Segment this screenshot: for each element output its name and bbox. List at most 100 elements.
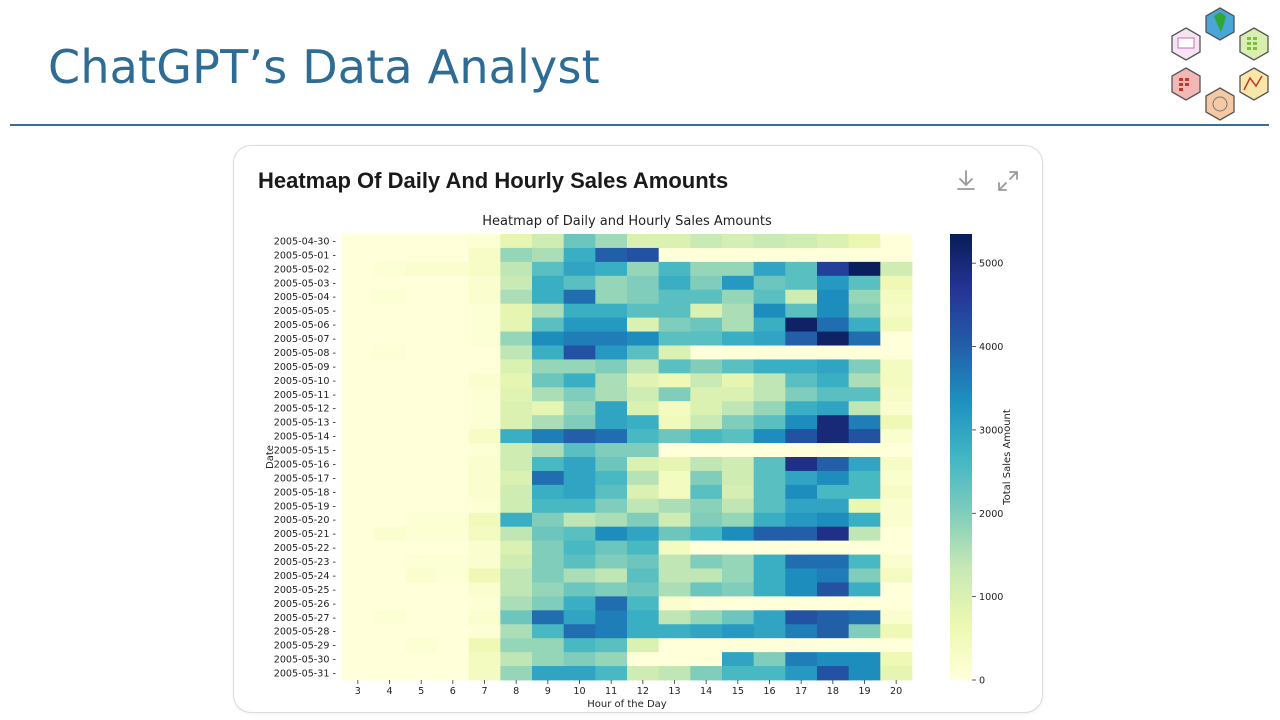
heatmap-cell bbox=[405, 582, 438, 597]
heatmap-cell bbox=[595, 345, 628, 360]
heatmap-cell bbox=[753, 638, 786, 653]
heatmap-cell bbox=[468, 512, 501, 528]
y-tick-label: 2005-05-18 - bbox=[274, 487, 336, 498]
heatmap-cell bbox=[848, 331, 881, 346]
heatmap-cell bbox=[690, 234, 723, 249]
heatmap-cell bbox=[722, 289, 755, 305]
heatmap-cell bbox=[563, 345, 596, 360]
heatmap-cell bbox=[437, 457, 470, 472]
heatmap-cell bbox=[563, 261, 596, 277]
heatmap-cell bbox=[468, 498, 501, 514]
heatmap-cell bbox=[342, 373, 375, 388]
heatmap-cell bbox=[595, 359, 628, 374]
heatmap-cell bbox=[690, 289, 723, 305]
heatmap-cell bbox=[373, 540, 406, 555]
heatmap-cell bbox=[817, 317, 850, 332]
heatmap-cell bbox=[342, 652, 375, 667]
heatmap-cell bbox=[627, 568, 660, 583]
chart-title: Heatmap of Daily and Hourly Sales Amount… bbox=[482, 214, 772, 229]
heatmap-cell bbox=[880, 512, 913, 528]
heatmap-cell bbox=[627, 345, 660, 360]
y-tick-label: 2005-05-27 - bbox=[274, 613, 336, 624]
heatmap-cell bbox=[373, 624, 406, 639]
heatmap-cell bbox=[437, 429, 470, 444]
heatmap-cell bbox=[563, 457, 596, 472]
heatmap-cell bbox=[405, 345, 438, 360]
heatmap-cell bbox=[563, 624, 596, 639]
x-tick-label: 12 bbox=[637, 686, 649, 697]
heatmap-cell bbox=[468, 457, 501, 472]
heatmap-cell bbox=[848, 596, 881, 611]
x-tick-label: 8 bbox=[513, 686, 519, 697]
x-tick-label: 3 bbox=[355, 686, 361, 697]
heatmap-cell bbox=[437, 303, 470, 319]
heatmap-cell bbox=[722, 610, 755, 625]
heatmap-cell bbox=[627, 387, 660, 402]
heatmap-cell bbox=[373, 443, 406, 458]
x-tick-label: 16 bbox=[763, 686, 775, 697]
heatmap-cell bbox=[405, 457, 438, 472]
heatmap-cell bbox=[373, 457, 406, 472]
heatmap-cell bbox=[753, 498, 786, 514]
heatmap-cell bbox=[848, 638, 881, 653]
heatmap-cell bbox=[405, 652, 438, 667]
heatmap-cell bbox=[563, 234, 596, 249]
heatmap-cell bbox=[848, 457, 881, 472]
download-icon[interactable] bbox=[953, 168, 979, 194]
heatmap-cell bbox=[817, 247, 850, 263]
heatmap-cell bbox=[690, 331, 723, 346]
heatmap-cell bbox=[753, 275, 786, 291]
heatmap-cell bbox=[532, 624, 565, 639]
heatmap-cell bbox=[595, 415, 628, 430]
heatmap-cell bbox=[880, 317, 913, 332]
heatmap-cell bbox=[405, 624, 438, 639]
heatmap-cell bbox=[405, 331, 438, 346]
heatmap-cell bbox=[880, 247, 913, 263]
heatmap-cell bbox=[848, 443, 881, 458]
heatmap-cell bbox=[785, 387, 818, 402]
heatmap-cell bbox=[880, 234, 913, 249]
heatmap-cell bbox=[753, 624, 786, 639]
heatmap-cell bbox=[690, 652, 723, 667]
heatmap-cell bbox=[532, 470, 565, 486]
heatmap-cell bbox=[405, 666, 438, 681]
x-tick-label: 9 bbox=[545, 686, 551, 697]
heatmap-cell bbox=[658, 568, 691, 583]
heatmap-cell bbox=[468, 652, 501, 667]
x-tick-label: 17 bbox=[795, 686, 807, 697]
heatmap-cell bbox=[437, 401, 470, 416]
heatmap-cell bbox=[658, 554, 691, 569]
heatmap-cell bbox=[817, 234, 850, 249]
heatmap-cell bbox=[785, 401, 818, 416]
heatmap-cell bbox=[500, 610, 533, 625]
heatmap-cell bbox=[373, 317, 406, 332]
heatmap-cell bbox=[437, 234, 470, 249]
heatmap-cell bbox=[405, 303, 438, 319]
heatmap-cell bbox=[817, 638, 850, 653]
heatmap-cell bbox=[342, 387, 375, 402]
heatmap-cell bbox=[785, 359, 818, 374]
heatmap-cell bbox=[785, 526, 818, 542]
heatmap-cell bbox=[373, 666, 406, 681]
heatmap-cell bbox=[437, 582, 470, 597]
heatmap-cell bbox=[500, 596, 533, 611]
colorbar-tick-label: 4000 bbox=[979, 342, 1003, 353]
heatmap-cell bbox=[468, 429, 501, 444]
heatmap-cell bbox=[405, 610, 438, 625]
y-tick-label: 2005-05-31 - bbox=[274, 669, 336, 680]
expand-icon[interactable] bbox=[995, 168, 1021, 194]
heatmap-chart: Heatmap of Daily and Hourly Sales Amount… bbox=[265, 214, 1013, 710]
heatmap-cell bbox=[595, 289, 628, 305]
heatmap-cell bbox=[627, 484, 660, 500]
heatmap-cell bbox=[373, 652, 406, 667]
heatmap-cell bbox=[373, 582, 406, 597]
colorbar-tick-label: 0 bbox=[979, 676, 985, 687]
heatmap-cell bbox=[595, 554, 628, 569]
heatmap-cell bbox=[785, 512, 818, 528]
heatmap-cell bbox=[690, 415, 723, 430]
heatmap-cell bbox=[848, 582, 881, 597]
heatmap-cell bbox=[722, 429, 755, 444]
heatmap-cell bbox=[627, 247, 660, 263]
heatmap-cell bbox=[500, 554, 533, 569]
heatmap-cell bbox=[880, 652, 913, 667]
